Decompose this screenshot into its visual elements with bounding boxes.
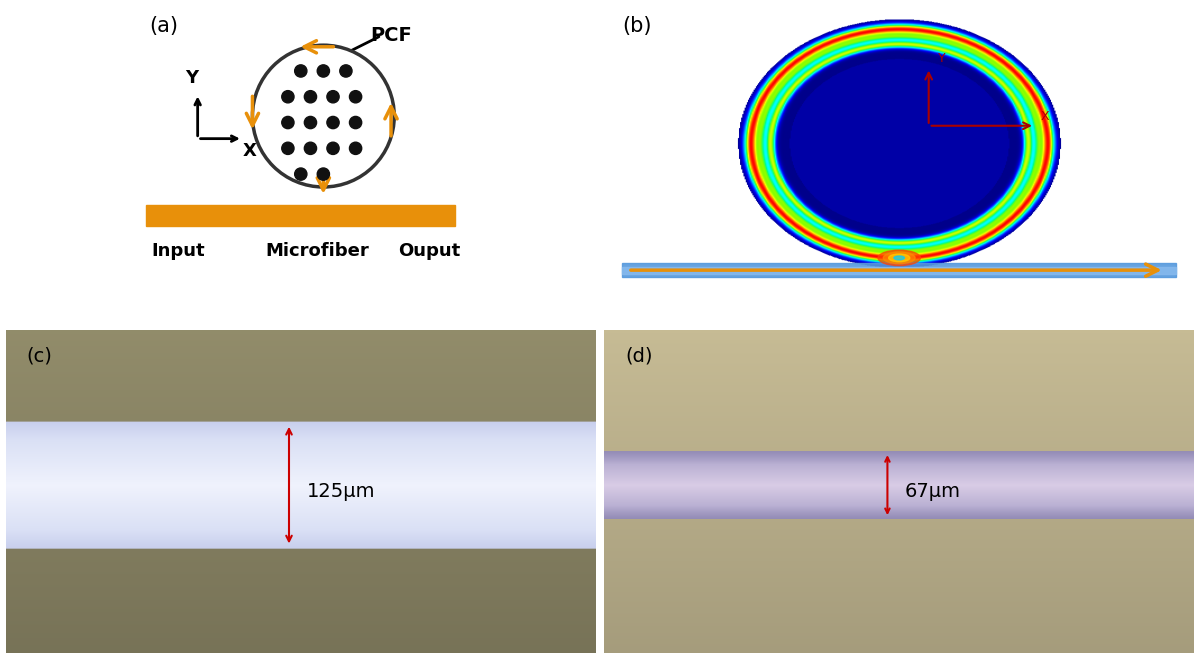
Circle shape bbox=[282, 142, 294, 154]
Text: 67μm: 67μm bbox=[905, 482, 961, 501]
Bar bbox=[622, 263, 1176, 277]
Text: (b): (b) bbox=[622, 16, 652, 36]
Text: Y: Y bbox=[185, 69, 198, 87]
Circle shape bbox=[295, 65, 307, 77]
Text: PCF: PCF bbox=[370, 26, 412, 45]
Circle shape bbox=[340, 65, 352, 77]
Circle shape bbox=[305, 116, 317, 129]
Circle shape bbox=[349, 142, 361, 154]
Text: 125μm: 125μm bbox=[307, 482, 376, 501]
Text: (d): (d) bbox=[625, 346, 653, 365]
Text: X: X bbox=[242, 142, 256, 160]
Circle shape bbox=[349, 116, 361, 129]
Bar bbox=[622, 267, 1176, 274]
Circle shape bbox=[282, 116, 294, 129]
Ellipse shape bbox=[888, 254, 910, 262]
Circle shape bbox=[326, 116, 340, 129]
Circle shape bbox=[295, 168, 307, 180]
Ellipse shape bbox=[878, 250, 920, 266]
Text: (a): (a) bbox=[149, 16, 179, 36]
Circle shape bbox=[252, 45, 395, 187]
Circle shape bbox=[349, 91, 361, 103]
Ellipse shape bbox=[883, 252, 916, 264]
Text: Ouput: Ouput bbox=[398, 242, 461, 260]
Bar bbox=[146, 205, 456, 226]
Circle shape bbox=[305, 91, 317, 103]
Text: (c): (c) bbox=[26, 346, 53, 365]
Text: Y: Y bbox=[937, 52, 946, 64]
Text: X: X bbox=[1040, 110, 1049, 123]
Circle shape bbox=[305, 142, 317, 154]
Circle shape bbox=[326, 142, 340, 154]
Circle shape bbox=[317, 168, 330, 180]
Circle shape bbox=[326, 91, 340, 103]
Text: Input: Input bbox=[151, 242, 205, 260]
Text: Microfiber: Microfiber bbox=[265, 242, 368, 260]
Ellipse shape bbox=[894, 256, 905, 260]
Circle shape bbox=[317, 65, 330, 77]
Circle shape bbox=[282, 91, 294, 103]
